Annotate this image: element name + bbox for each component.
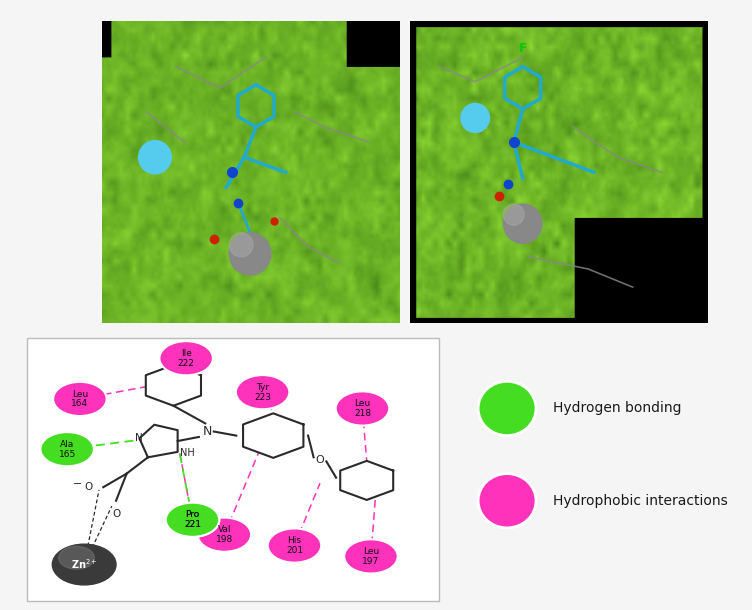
Text: NH: NH xyxy=(180,448,195,458)
Text: Zn$^{2+}$: Zn$^{2+}$ xyxy=(71,558,98,572)
Text: His
201: His 201 xyxy=(286,536,303,555)
Circle shape xyxy=(165,503,220,537)
Circle shape xyxy=(198,517,251,552)
Text: O: O xyxy=(84,482,92,492)
Circle shape xyxy=(335,392,390,426)
Text: Hydrogen bonding: Hydrogen bonding xyxy=(553,401,682,415)
Circle shape xyxy=(159,341,213,375)
FancyBboxPatch shape xyxy=(27,338,439,601)
Text: −: − xyxy=(73,479,82,489)
Circle shape xyxy=(41,432,94,466)
Text: Hydrophobic interactions: Hydrophobic interactions xyxy=(553,493,728,508)
Text: Ile
222: Ile 222 xyxy=(177,349,195,368)
Circle shape xyxy=(165,503,220,537)
Circle shape xyxy=(236,375,290,409)
Circle shape xyxy=(478,473,536,528)
Circle shape xyxy=(268,528,321,562)
Circle shape xyxy=(229,232,271,275)
Circle shape xyxy=(229,233,253,257)
Text: Pro
221: Pro 221 xyxy=(184,511,201,529)
Text: Leu
164: Leu 164 xyxy=(71,390,89,408)
Circle shape xyxy=(478,381,536,436)
Circle shape xyxy=(59,547,94,569)
Text: Leu
218: Leu 218 xyxy=(354,399,371,418)
Circle shape xyxy=(138,141,171,174)
Text: Pro
221: Pro 221 xyxy=(184,511,201,529)
Circle shape xyxy=(461,104,490,132)
Text: O: O xyxy=(112,509,120,519)
Circle shape xyxy=(344,539,398,573)
Text: Tyr
223: Tyr 223 xyxy=(254,383,271,401)
Text: Leu
197: Leu 197 xyxy=(362,547,380,565)
Text: F: F xyxy=(170,343,177,356)
Circle shape xyxy=(503,204,542,243)
Text: Val
198: Val 198 xyxy=(216,525,233,544)
Circle shape xyxy=(53,382,107,416)
Text: N: N xyxy=(203,425,212,438)
Text: O: O xyxy=(316,455,324,465)
Circle shape xyxy=(53,544,116,585)
Text: N: N xyxy=(135,433,142,443)
Text: Ala
165: Ala 165 xyxy=(59,440,76,459)
Text: F: F xyxy=(518,41,527,54)
Circle shape xyxy=(503,204,524,225)
